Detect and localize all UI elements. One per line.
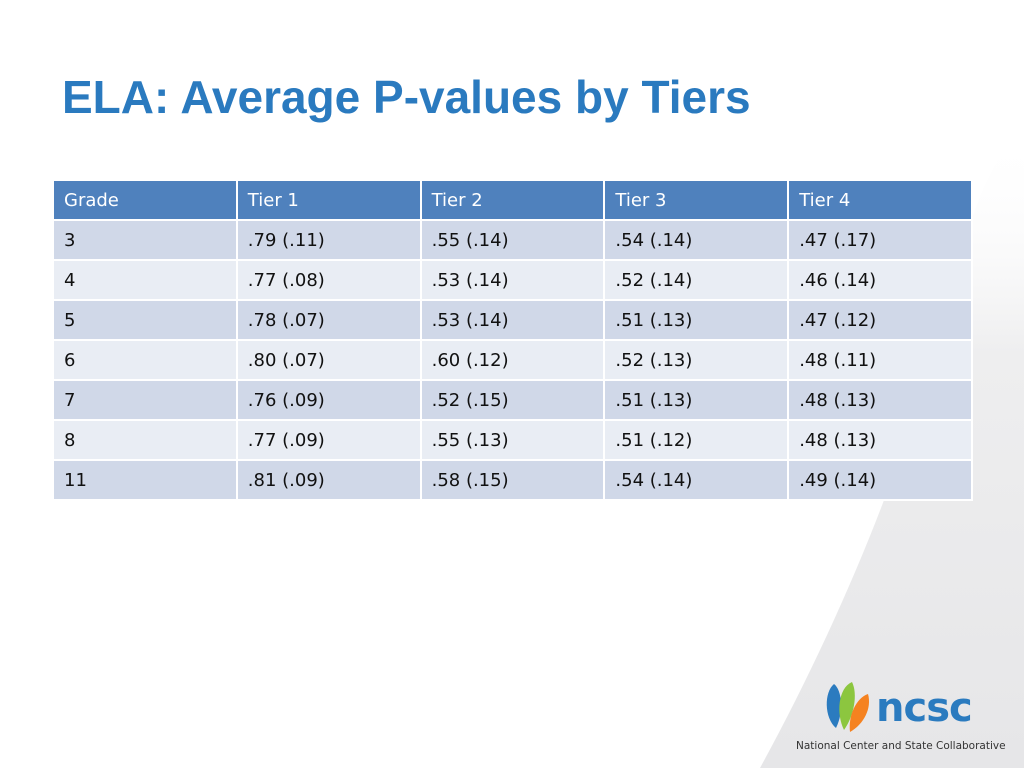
- cell-tier-1: .80 (.07): [235, 339, 422, 381]
- table-row: 3 .79 (.11) .55 (.14) .54 (.14) .47 (.17…: [52, 219, 973, 261]
- cell-tier-1: .81 (.09): [235, 459, 422, 501]
- cell-tier-2: .58 (.15): [419, 459, 606, 501]
- cell-tier-3: .52 (.13): [603, 339, 790, 381]
- cell-tier-4: .47 (.17): [787, 219, 973, 261]
- cell-tier-3: .54 (.14): [603, 459, 790, 501]
- cell-tier-3: .51 (.13): [603, 379, 790, 421]
- cell-tier-4: .47 (.12): [787, 299, 973, 341]
- cell-grade: 6: [52, 339, 238, 381]
- table-row: 11 .81 (.09) .58 (.15) .54 (.14) .49 (.1…: [52, 459, 973, 501]
- table-row: 5 .78 (.07) .53 (.14) .51 (.13) .47 (.12…: [52, 299, 973, 341]
- cell-tier-4: .48 (.11): [787, 339, 973, 381]
- p-values-table: Grade Tier 1 Tier 2 Tier 3 Tier 4 3 .79 …: [52, 179, 973, 501]
- cell-tier-2: .53 (.14): [419, 259, 606, 301]
- cell-grade: 8: [52, 419, 238, 461]
- ncsc-logo: ncsc National Center and State Collabora…: [796, 676, 1008, 760]
- table-row: 6 .80 (.07) .60 (.12) .52 (.13) .48 (.11…: [52, 339, 973, 381]
- cell-tier-1: .76 (.09): [235, 379, 422, 421]
- cell-tier-2: .60 (.12): [419, 339, 606, 381]
- cell-tier-2: .53 (.14): [419, 299, 606, 341]
- cell-grade: 5: [52, 299, 238, 341]
- logo-wordmark: ncsc: [876, 685, 973, 731]
- table-row: 4 .77 (.08) .53 (.14) .52 (.14) .46 (.14…: [52, 259, 973, 301]
- leaf-petals-icon: [826, 682, 870, 732]
- column-header-tier-4: Tier 4: [787, 179, 973, 221]
- table-row: 8 .77 (.09) .55 (.13) .51 (.12) .48 (.13…: [52, 419, 973, 461]
- cell-grade: 3: [52, 219, 238, 261]
- cell-grade: 11: [52, 459, 238, 501]
- logo-tagline: National Center and State Collaborative: [796, 740, 1006, 752]
- cell-tier-3: .51 (.13): [603, 299, 790, 341]
- cell-grade: 7: [52, 379, 238, 421]
- column-header-tier-3: Tier 3: [603, 179, 790, 221]
- column-header-grade: Grade: [52, 179, 238, 221]
- cell-tier-3: .51 (.12): [603, 419, 790, 461]
- slide-title: ELA: Average P-values by Tiers: [62, 71, 751, 123]
- cell-tier-4: .48 (.13): [787, 379, 973, 421]
- cell-tier-3: .52 (.14): [603, 259, 790, 301]
- cell-tier-1: .79 (.11): [235, 219, 422, 261]
- table-row: 7 .76 (.09) .52 (.15) .51 (.13) .48 (.13…: [52, 379, 973, 421]
- cell-tier-2: .55 (.14): [419, 219, 606, 261]
- cell-tier-1: .78 (.07): [235, 299, 422, 341]
- cell-grade: 4: [52, 259, 238, 301]
- cell-tier-4: .48 (.13): [787, 419, 973, 461]
- cell-tier-2: .52 (.15): [419, 379, 606, 421]
- cell-tier-1: .77 (.08): [235, 259, 422, 301]
- cell-tier-3: .54 (.14): [603, 219, 790, 261]
- table-header-row: Grade Tier 1 Tier 2 Tier 3 Tier 4: [52, 179, 973, 221]
- cell-tier-2: .55 (.13): [419, 419, 606, 461]
- column-header-tier-1: Tier 1: [235, 179, 422, 221]
- cell-tier-4: .49 (.14): [787, 459, 973, 501]
- cell-tier-1: .77 (.09): [235, 419, 422, 461]
- column-header-tier-2: Tier 2: [419, 179, 606, 221]
- cell-tier-4: .46 (.14): [787, 259, 973, 301]
